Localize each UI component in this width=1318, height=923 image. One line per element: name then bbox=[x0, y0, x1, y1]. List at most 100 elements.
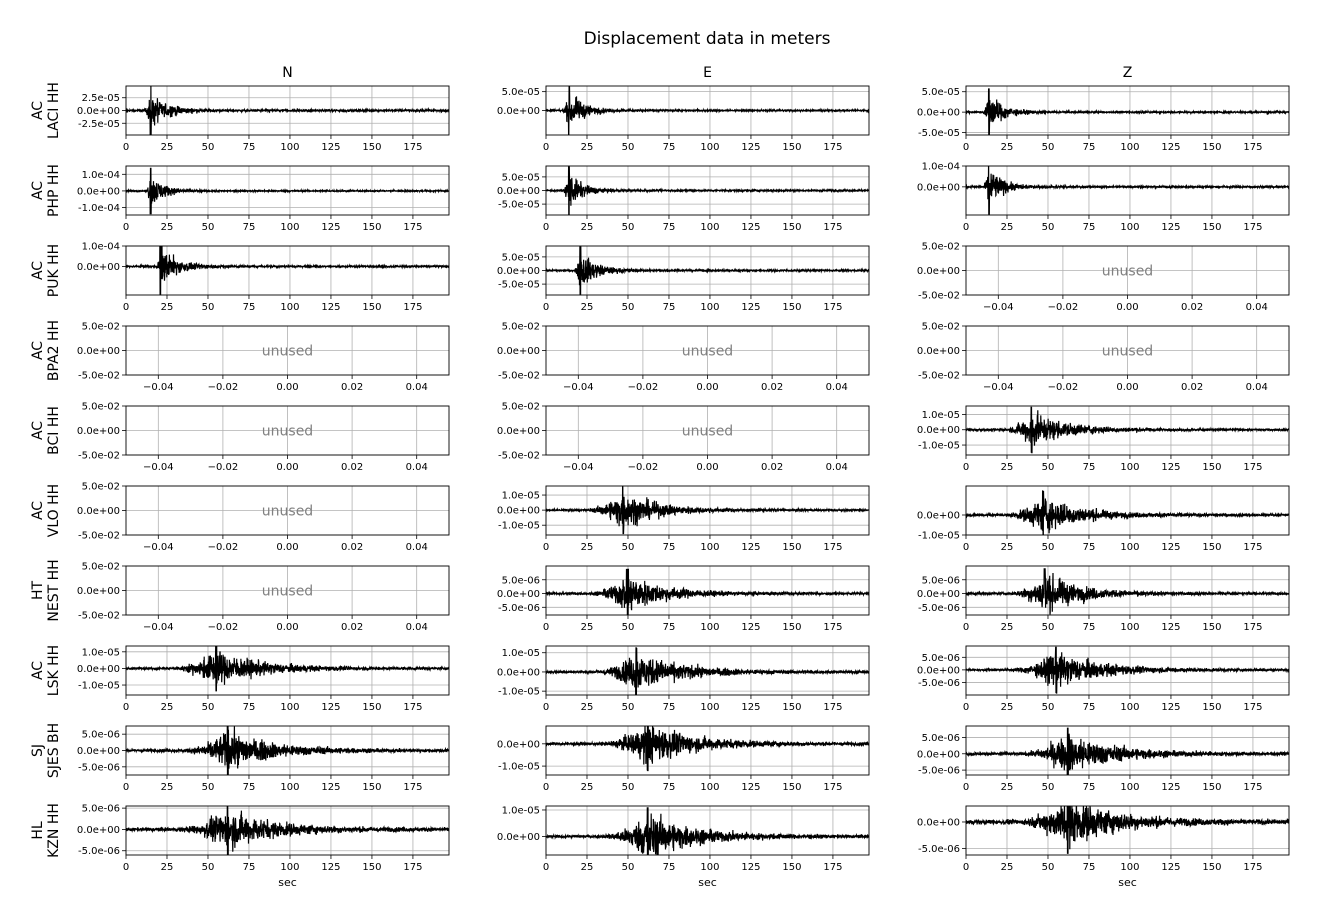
panel-frame bbox=[545, 165, 870, 216]
x-tick-label: 75 bbox=[1083, 542, 1096, 553]
seismogram-trace bbox=[126, 806, 449, 855]
x-tick-label: 125 bbox=[741, 622, 760, 633]
panel-n-8: 0 25 50 75 100 125 150 175 5.0e-06 0.0e+00 -5.0e-0… bbox=[77, 725, 450, 793]
panel-frame bbox=[125, 565, 450, 616]
unused-label: unused bbox=[262, 344, 313, 360]
x-tick-label: 150 bbox=[362, 702, 381, 713]
panel-e-9: 0 25 50 75 100 125 150 175 1.0e-05 0.0e+00 sec bbox=[497, 805, 870, 889]
row-station-label: SJES BH bbox=[46, 723, 62, 778]
x-tick-label: 50 bbox=[202, 222, 215, 233]
x-tick-label: 0.02 bbox=[1181, 302, 1203, 313]
panel-frame bbox=[125, 725, 450, 776]
seismogram-trace bbox=[546, 86, 869, 135]
x-tick-label: 50 bbox=[622, 782, 635, 793]
y-tick-label: -1.0e-04 bbox=[78, 203, 120, 214]
panel-n-5: −0.04 −0.02 0.00 0.02 0.04 5.0e-02 0.0e+00 -5.0… bbox=[77, 482, 450, 553]
y-tick-label: 2.5e-05 bbox=[82, 93, 120, 104]
row-station-label: KZN HH bbox=[46, 803, 62, 858]
y-tick-label: 0.0e+00 bbox=[77, 346, 120, 357]
y-tick-label: 0.0e+00 bbox=[917, 266, 960, 277]
row-label-7: AC LSK HH bbox=[30, 645, 62, 696]
panel-frame bbox=[545, 645, 870, 696]
x-tick-label: 175 bbox=[1243, 702, 1262, 713]
row-network-label: AC bbox=[30, 101, 46, 120]
y-tick-label: -5.0e-02 bbox=[78, 371, 120, 382]
y-tick-label: 0.0e+00 bbox=[917, 425, 960, 436]
x-tick-label: 0 bbox=[543, 702, 549, 713]
x-tick-label: 125 bbox=[741, 782, 760, 793]
x-tick-label: 75 bbox=[243, 142, 256, 153]
x-tick-label: 50 bbox=[1042, 142, 1055, 153]
y-tick-label: -5.0e-02 bbox=[918, 291, 960, 302]
x-tick-label: 25 bbox=[1001, 862, 1014, 873]
x-tick-label: 100 bbox=[700, 542, 719, 553]
x-tick-label: 175 bbox=[1243, 862, 1262, 873]
x-tick-label: 125 bbox=[741, 142, 760, 153]
panel-frame bbox=[545, 245, 870, 296]
x-tick-label: 150 bbox=[782, 702, 801, 713]
row-label-3: AC BPA2 HH bbox=[30, 320, 62, 381]
y-tick-label: 5.0e-06 bbox=[922, 653, 960, 664]
panel-frame bbox=[965, 725, 1290, 776]
y-tick-label: -5.0e-06 bbox=[918, 603, 960, 614]
panel-frame bbox=[125, 85, 450, 136]
x-tick-label: 100 bbox=[280, 302, 299, 313]
row-network-label: AC bbox=[30, 261, 46, 280]
y-tick-label: -5.0e-02 bbox=[78, 611, 120, 622]
x-tick-label: 0 bbox=[123, 142, 129, 153]
y-tick-label: 0.0e+00 bbox=[77, 746, 120, 757]
seismogram-trace bbox=[126, 646, 449, 692]
seismogram-trace bbox=[546, 807, 869, 855]
x-tick-label: 25 bbox=[161, 702, 174, 713]
seismogram-trace bbox=[126, 167, 449, 215]
seismogram-trace bbox=[966, 806, 1289, 854]
y-tick-label: 0.0e+00 bbox=[917, 665, 960, 676]
y-tick-label: 1.0e-04 bbox=[82, 242, 120, 253]
x-tick-label: 175 bbox=[1243, 222, 1262, 233]
row-network-label: HL bbox=[30, 821, 46, 840]
panel-n-3: −0.04 −0.02 0.00 0.02 0.04 5.0e-02 0.0e+00 -5.0… bbox=[77, 322, 450, 393]
y-tick-label: -5.0e-05 bbox=[498, 200, 540, 211]
x-tick-label: 0.04 bbox=[1246, 302, 1268, 313]
y-tick-label: -1.0e-05 bbox=[498, 687, 540, 698]
x-tick-label: 75 bbox=[1083, 862, 1096, 873]
x-tick-label: 75 bbox=[243, 702, 256, 713]
y-tick-label: -5.0e-05 bbox=[918, 128, 960, 139]
x-tick-label: 50 bbox=[1042, 702, 1055, 713]
x-tick-label: 50 bbox=[622, 622, 635, 633]
x-tick-label: 0 bbox=[963, 542, 969, 553]
x-tick-label: 175 bbox=[823, 702, 842, 713]
row-station-label: NEST HH bbox=[46, 559, 62, 621]
panel-frame bbox=[545, 805, 870, 856]
x-tick-label: 25 bbox=[161, 142, 174, 153]
x-tick-label: 100 bbox=[700, 142, 719, 153]
x-tick-label: 50 bbox=[622, 302, 635, 313]
x-tick-label: 125 bbox=[741, 222, 760, 233]
y-tick-label: 0.0e+00 bbox=[497, 589, 540, 600]
x-tick-label: −0.02 bbox=[208, 382, 239, 393]
x-tick-label: −0.04 bbox=[143, 622, 174, 633]
x-tick-label: 150 bbox=[782, 302, 801, 313]
x-tick-label: 0.02 bbox=[341, 622, 363, 633]
row-station-label: PHP HH bbox=[46, 164, 62, 217]
x-tick-label: −0.04 bbox=[143, 382, 174, 393]
y-tick-label: 0.0e+00 bbox=[497, 266, 540, 277]
x-tick-label: 100 bbox=[280, 222, 299, 233]
y-tick-label: 1.0e-05 bbox=[502, 491, 540, 502]
x-tick-label: 0 bbox=[963, 782, 969, 793]
unused-label: unused bbox=[1102, 264, 1153, 280]
y-tick-label: 0.0e+00 bbox=[917, 346, 960, 357]
y-tick-label: 1.0e-04 bbox=[922, 162, 960, 173]
row-label-9: HL KZN HH bbox=[30, 803, 62, 858]
panel-e-2: 0 25 50 75 100 125 150 175 5.0e-05 0.0e+00 -5.0e-0… bbox=[497, 245, 870, 313]
x-tick-label: 25 bbox=[161, 302, 174, 313]
panel-frame bbox=[965, 805, 1290, 856]
seismogram-trace bbox=[966, 406, 1289, 454]
panel-frame bbox=[545, 85, 870, 136]
x-tick-label: 100 bbox=[1120, 542, 1139, 553]
seismogram-trace bbox=[546, 647, 869, 695]
x-tick-label: 0.00 bbox=[696, 462, 718, 473]
x-tick-label: 175 bbox=[1243, 782, 1262, 793]
x-tick-label: 0.00 bbox=[696, 382, 718, 393]
x-tick-label: 0.04 bbox=[406, 382, 428, 393]
